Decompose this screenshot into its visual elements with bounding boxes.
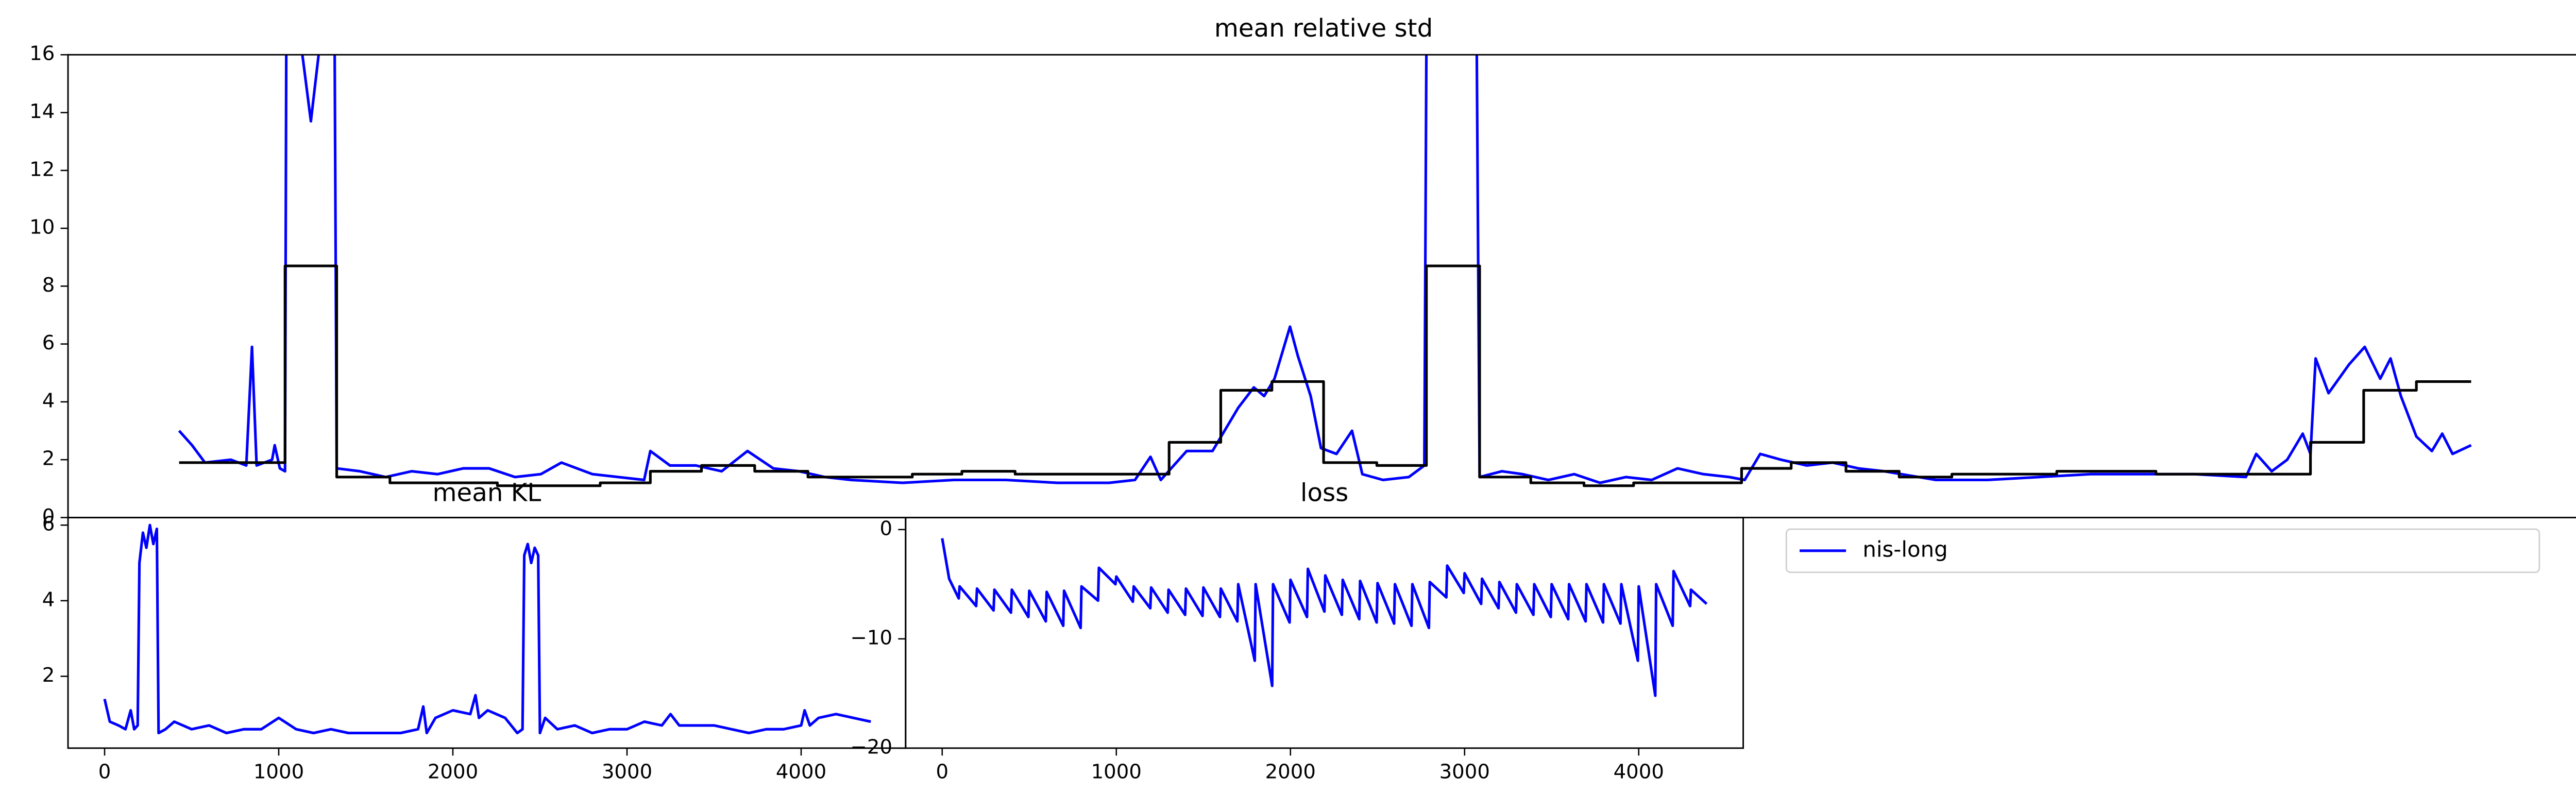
data-line xyxy=(179,264,2471,487)
y-tick-label: −10 xyxy=(851,626,893,649)
legend-label: nis-long xyxy=(1862,536,1947,562)
x-tick-label: 3000 xyxy=(1439,761,1490,784)
axes-title: mean KL xyxy=(433,478,541,507)
x-tick-label: 4000 xyxy=(1614,761,1664,784)
axes-title: mean relative std xyxy=(1214,14,1433,43)
axes-frame xyxy=(905,516,1744,749)
y-tick-label: 4 xyxy=(42,389,55,412)
y-tick-label: −20 xyxy=(851,735,893,758)
data-line xyxy=(178,55,2472,484)
data-line xyxy=(941,538,1708,697)
y-tick-label: 6 xyxy=(42,513,55,536)
y-tick-label: 4 xyxy=(42,588,55,611)
x-tick-label: 0 xyxy=(98,761,111,784)
y-tick-label: 10 xyxy=(29,216,55,239)
x-tick-label: 3000 xyxy=(602,761,652,784)
x-tick-label: 1000 xyxy=(1091,761,1142,784)
x-tick-label: 1000 xyxy=(253,761,304,784)
data-line xyxy=(103,524,871,735)
y-tick-label: 16 xyxy=(29,42,55,65)
y-tick-label: 8 xyxy=(42,274,55,297)
y-tick-label: 2 xyxy=(42,664,55,687)
x-tick-label: 4000 xyxy=(776,761,826,784)
y-tick-label: 0 xyxy=(879,517,892,540)
y-tick-label: 14 xyxy=(29,100,55,123)
y-tick-label: 12 xyxy=(29,158,55,181)
y-tick-label: 0 xyxy=(42,505,55,528)
x-tick-label: 2000 xyxy=(428,761,478,784)
y-tick-label: 2 xyxy=(42,447,55,470)
x-tick-label: 2000 xyxy=(1265,761,1316,784)
x-tick-label: 0 xyxy=(936,761,948,784)
axes-title: loss xyxy=(1300,478,1348,507)
legend-box xyxy=(1785,528,2540,573)
y-tick-label: 6 xyxy=(42,331,55,355)
